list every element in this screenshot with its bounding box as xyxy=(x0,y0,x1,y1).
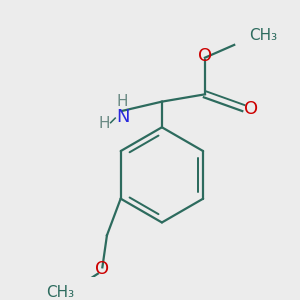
Text: CH₃: CH₃ xyxy=(249,28,277,43)
Text: N: N xyxy=(116,108,129,126)
Text: H: H xyxy=(117,94,128,109)
Text: O: O xyxy=(244,100,258,118)
Text: CH₃: CH₃ xyxy=(46,284,74,299)
Text: H: H xyxy=(98,116,110,131)
Text: O: O xyxy=(198,47,212,65)
Text: O: O xyxy=(95,260,110,278)
